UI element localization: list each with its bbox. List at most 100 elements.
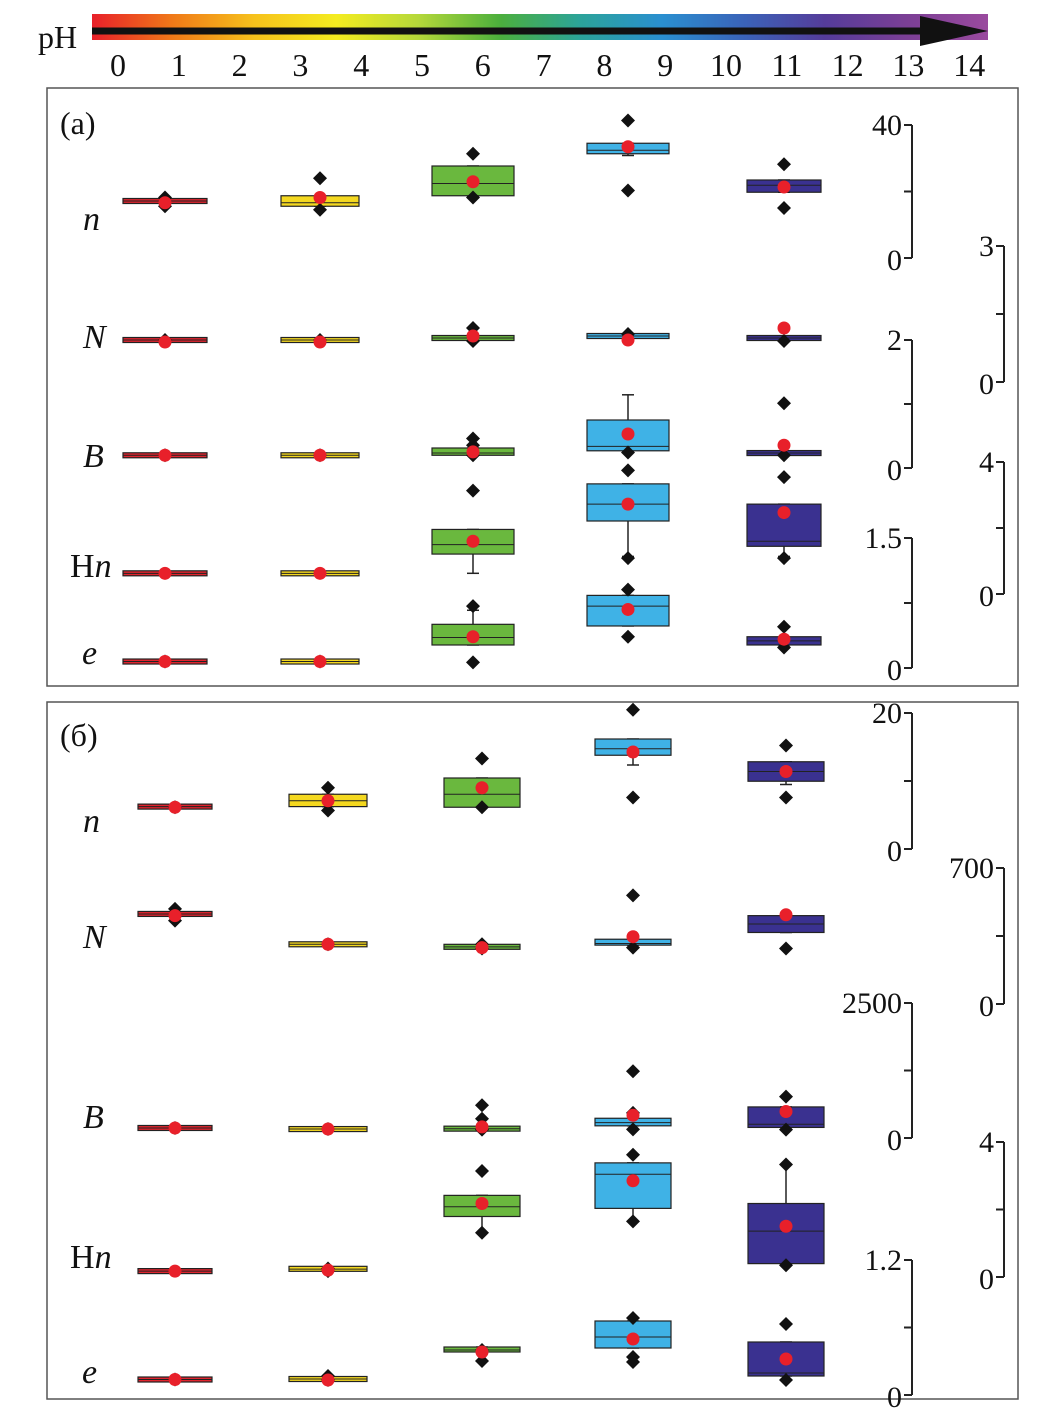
axis-max-label: 20 [872,697,902,730]
mean-point [168,1373,182,1386]
mean-point [158,448,172,462]
box-Hn-ph8 [586,463,670,566]
outlier-point [779,1089,793,1104]
box-e-ph3 [288,1369,368,1387]
row-label-B: B [83,1099,104,1136]
box-B-ph3 [280,448,360,463]
outlier-point [466,655,480,670]
row-e: e [82,1311,825,1391]
box-Hn-ph6 [431,483,515,575]
mean-point [313,448,327,462]
box-e-ph11 [747,1317,825,1387]
box-B-ph3 [288,1122,368,1137]
panel-b-frame [46,701,1019,1400]
box-B-ph1 [137,1120,213,1135]
row-label-B: B [83,438,104,475]
outlier-point [621,113,635,128]
row-B: B [83,1064,825,1137]
mean-point [321,1263,335,1277]
row-label-N: N [82,319,108,356]
axis-max-label: 40 [872,109,902,142]
box-e-ph6 [431,599,515,670]
box-N-ph6 [431,321,515,348]
box-Hn-ph8 [594,1147,672,1229]
axis-min-label: 0 [887,454,902,487]
axis-max-label: 2 [887,324,902,357]
axis-2: 30 [979,230,1005,401]
axis-2: 700 0 [949,852,1005,1023]
row-N: N [82,888,825,956]
mean-point [621,427,635,441]
outlier-point [626,1214,640,1229]
outlier-point [466,146,480,161]
mean-point [475,1345,489,1359]
box-iqr [586,483,670,522]
ph-tick-6: 6 [475,47,491,83]
outlier-point [777,157,791,172]
mean-point [626,745,640,759]
outlier-point [626,702,640,717]
box-n-ph3 [288,780,368,818]
outlier-point [621,629,635,644]
axis-max-label: 2500 [842,987,902,1020]
axis-max-label: 4 [979,1126,994,1159]
row-Hn: Hn [70,463,822,585]
row-N: N [82,319,822,356]
box-e-ph6 [443,1343,521,1368]
ph-tick-14: 14 [953,47,985,83]
mean-point [321,794,335,808]
ph-tick-12: 12 [832,47,864,83]
mean-point [621,140,635,154]
mean-point [158,335,172,349]
box-n-ph1 [122,190,208,214]
mean-point [626,1332,640,1346]
axis-min-label: 0 [979,368,994,401]
outlier-point [466,483,480,498]
box-Hn-ph6 [443,1164,521,1240]
mean-point [777,438,791,452]
mean-point [777,506,791,520]
outlier-point [321,803,335,818]
mean-point [475,1197,489,1210]
outlier-point [779,1373,793,1387]
outlier-point [475,1225,489,1240]
outlier-point [466,599,480,614]
ph-tick-13: 13 [892,47,924,83]
mean-point [466,445,480,459]
outlier-point [626,1147,640,1162]
outlier-point [777,448,791,463]
mean-point [321,1122,335,1136]
row-label-n: n [83,201,100,238]
ph-tick-10: 10 [710,47,742,83]
axis-5: 1.50 [865,522,913,687]
outlier-point [777,470,791,485]
ph-tick-3: 3 [292,47,308,83]
mean-point [168,909,182,923]
axis-min-label: 0 [887,654,902,687]
outlier-point [475,751,489,766]
mean-point [466,630,480,644]
axis-1: 40 0 [872,109,913,277]
box-iqr [747,1202,825,1265]
mean-point [313,335,327,349]
box-Hn-ph11 [746,470,822,566]
box-N-ph1 [122,333,208,349]
axis-5: 1.20 [865,1244,913,1414]
outlier-point [779,1157,793,1172]
row-n: n [83,702,825,840]
row-n: n [83,113,822,238]
ph-tick-5: 5 [414,47,430,83]
outlier-point [777,334,791,348]
mean-point [466,175,480,189]
outlier-point [777,201,791,215]
mean-point [626,930,640,944]
outlier-point [779,941,793,956]
axis-min-label: 0 [887,244,902,277]
ph-gradient-bar [92,14,988,40]
ph-scale: pH 0 1 2 3 4 5 6 7 8 9 10 11 12 13 14 [38,14,988,83]
box-e-ph8 [594,1311,672,1369]
outlier-point [621,463,635,478]
